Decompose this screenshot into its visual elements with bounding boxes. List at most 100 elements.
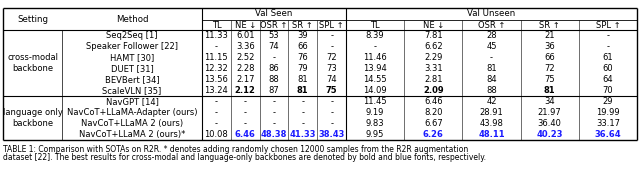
Text: SPL ↑: SPL ↑: [596, 21, 620, 30]
Text: 8.20: 8.20: [424, 108, 442, 117]
Text: -: -: [301, 97, 304, 106]
Text: 72: 72: [326, 53, 337, 62]
Text: ScaleVLN [35]: ScaleVLN [35]: [102, 86, 162, 95]
Text: 9.19: 9.19: [366, 108, 384, 117]
Text: 36: 36: [545, 42, 555, 51]
Text: 66: 66: [545, 53, 555, 62]
Text: TL: TL: [212, 21, 221, 30]
Text: NavCoT+LLaMA 2 (ours): NavCoT+LLaMA 2 (ours): [81, 119, 183, 128]
Text: 11.46: 11.46: [364, 53, 387, 62]
Text: 2.17: 2.17: [236, 75, 255, 84]
Text: HAMT [30]: HAMT [30]: [110, 53, 154, 62]
Text: -: -: [273, 97, 275, 106]
Text: 60: 60: [603, 64, 613, 73]
Text: 48.38: 48.38: [261, 130, 287, 139]
Text: 79: 79: [298, 64, 308, 73]
Text: 73: 73: [326, 64, 337, 73]
Text: 36.64: 36.64: [595, 130, 621, 139]
Text: 74: 74: [269, 42, 279, 51]
Text: 41.33: 41.33: [289, 130, 316, 139]
Text: dataset [22]. The best results for cross-modal and language-only backbones are d: dataset [22]. The best results for cross…: [3, 153, 486, 162]
Text: 13.24: 13.24: [205, 86, 228, 95]
Text: 6.46: 6.46: [235, 130, 255, 139]
Text: 66: 66: [298, 42, 308, 51]
Text: 6.67: 6.67: [424, 119, 443, 128]
Text: 3.36: 3.36: [236, 42, 255, 51]
Text: 88: 88: [486, 86, 497, 95]
Text: -: -: [244, 119, 246, 128]
Text: -: -: [273, 53, 275, 62]
Text: 88: 88: [269, 75, 280, 84]
Text: 75: 75: [545, 75, 555, 84]
Text: NE ↓: NE ↓: [235, 21, 256, 30]
Text: 7.81: 7.81: [424, 31, 443, 40]
Text: 84: 84: [486, 75, 497, 84]
Text: Val Seen: Val Seen: [255, 9, 292, 18]
Text: 9.95: 9.95: [366, 130, 384, 139]
Text: -: -: [607, 31, 609, 40]
Text: BEVBert [34]: BEVBert [34]: [105, 75, 159, 84]
Text: -: -: [490, 53, 493, 62]
Text: NE ↓: NE ↓: [422, 21, 444, 30]
Text: NavGPT [14]: NavGPT [14]: [106, 97, 159, 106]
Text: 76: 76: [298, 53, 308, 62]
Text: -: -: [330, 31, 333, 40]
Text: Val Unseen: Val Unseen: [467, 9, 516, 18]
Text: -: -: [215, 97, 218, 106]
Text: 6.26: 6.26: [423, 130, 444, 139]
Text: 14.55: 14.55: [364, 75, 387, 84]
Text: -: -: [330, 42, 333, 51]
Text: 21: 21: [545, 31, 555, 40]
Text: 70: 70: [603, 86, 613, 95]
Text: -: -: [374, 42, 376, 51]
Text: cross-modal
backbone: cross-modal backbone: [7, 53, 58, 73]
Text: 14.09: 14.09: [364, 86, 387, 95]
Text: 2.81: 2.81: [424, 75, 442, 84]
Text: 8.39: 8.39: [366, 31, 385, 40]
Text: -: -: [215, 119, 218, 128]
Text: 38.43: 38.43: [319, 130, 345, 139]
Text: 45: 45: [486, 42, 497, 51]
Text: 72: 72: [545, 64, 555, 73]
Text: 81: 81: [486, 64, 497, 73]
Text: TL: TL: [371, 21, 380, 30]
Text: 2.12: 2.12: [235, 86, 255, 95]
Text: 28.91: 28.91: [479, 108, 504, 117]
Text: -: -: [273, 119, 275, 128]
Text: Speaker Follower [22]: Speaker Follower [22]: [86, 42, 178, 51]
Text: 6.46: 6.46: [424, 97, 443, 106]
Text: 13.94: 13.94: [364, 64, 387, 73]
Text: SPL ↑: SPL ↑: [319, 21, 344, 30]
Text: 29: 29: [603, 97, 613, 106]
Text: -: -: [330, 119, 333, 128]
Text: 81: 81: [297, 86, 308, 95]
Text: Method: Method: [116, 15, 148, 23]
Text: 10.08: 10.08: [205, 130, 228, 139]
Text: NavCoT+LLaMA-Adapter (ours): NavCoT+LLaMA-Adapter (ours): [67, 108, 197, 117]
Text: 2.09: 2.09: [423, 86, 444, 95]
Text: 21.97: 21.97: [538, 108, 561, 117]
Text: 74: 74: [326, 75, 337, 84]
Text: 40.23: 40.23: [536, 130, 563, 139]
Text: -: -: [607, 42, 609, 51]
Text: 11.45: 11.45: [364, 97, 387, 106]
Text: -: -: [301, 108, 304, 117]
Text: 48.11: 48.11: [478, 130, 505, 139]
Text: 28: 28: [486, 31, 497, 40]
Text: OSR ↑: OSR ↑: [478, 21, 505, 30]
Text: 39: 39: [298, 31, 308, 40]
Text: 6.01: 6.01: [236, 31, 255, 40]
Text: 34: 34: [545, 97, 555, 106]
Text: 36.40: 36.40: [538, 119, 562, 128]
Text: 6.62: 6.62: [424, 42, 443, 51]
Text: TABLE 1: Comparison with SOTAs on R2R. * denotes adding randomly chosen 12000 sa: TABLE 1: Comparison with SOTAs on R2R. *…: [3, 145, 468, 154]
Text: -: -: [330, 108, 333, 117]
Text: 87: 87: [269, 86, 280, 95]
Text: 61: 61: [603, 53, 613, 62]
Text: 2.28: 2.28: [236, 64, 255, 73]
Text: 64: 64: [603, 75, 613, 84]
Text: 9.83: 9.83: [366, 119, 385, 128]
Text: -: -: [273, 108, 275, 117]
Text: 11.15: 11.15: [205, 53, 228, 62]
Text: OSR ↑: OSR ↑: [260, 21, 288, 30]
